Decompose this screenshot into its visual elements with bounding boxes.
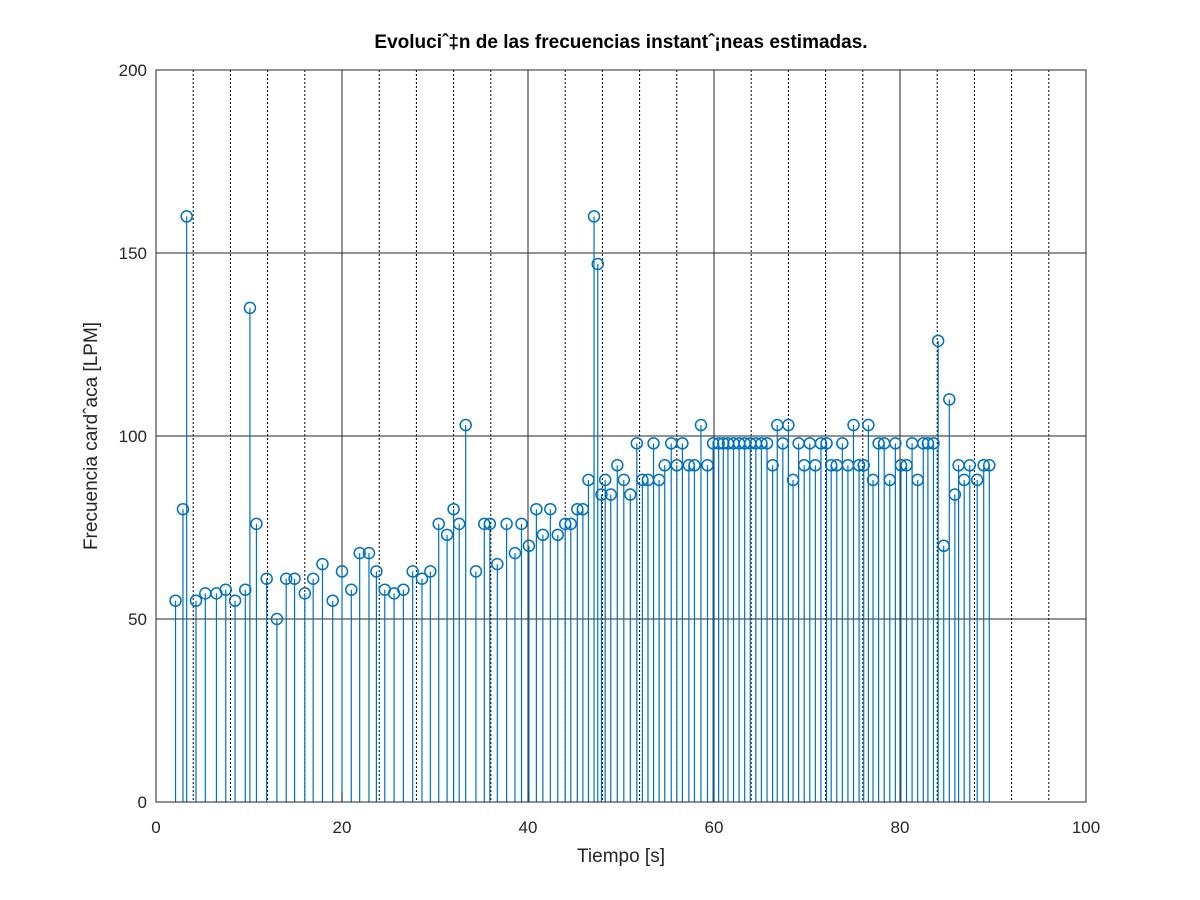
stem-marker <box>688 459 701 472</box>
stem-marker <box>970 473 984 487</box>
stem-marker <box>353 546 366 560</box>
x-tick-label: 100 <box>1072 818 1100 837</box>
stem-marker <box>415 572 429 585</box>
stem-marker <box>963 459 976 472</box>
stem-marker <box>820 437 833 450</box>
stem-marker <box>948 488 962 501</box>
stem-marker <box>587 210 601 223</box>
x-tick-label: 40 <box>519 818 538 837</box>
stem-marker <box>243 301 257 315</box>
stem-marker <box>712 437 725 450</box>
stem-marker <box>591 257 604 271</box>
data-series <box>169 210 996 802</box>
stem-marker <box>943 393 956 406</box>
x-tick-label: 20 <box>333 818 352 837</box>
x-axis-label: Tiempo [s] <box>577 846 665 867</box>
y-tick-label: 100 <box>119 427 147 446</box>
stem-marker <box>370 565 383 578</box>
stem-marker <box>288 572 301 585</box>
stem-marker <box>440 528 454 542</box>
stem-marker <box>983 459 996 472</box>
stem-marker <box>424 565 437 578</box>
stem-marker <box>717 437 730 450</box>
stem-marker <box>469 565 483 578</box>
y-tick-label: 0 <box>138 793 147 812</box>
stem-marker <box>857 459 870 472</box>
stem-marker <box>298 587 312 600</box>
stem-marker <box>760 437 774 450</box>
stem-marker <box>766 459 779 472</box>
stem-marker <box>306 572 320 585</box>
stem-marker <box>326 594 339 607</box>
x-tick-label: 60 <box>705 818 724 837</box>
stem-marker <box>500 517 513 531</box>
stem-marker <box>447 502 460 516</box>
stem-marker <box>515 517 528 531</box>
stem-marker <box>406 565 419 578</box>
stem-marker <box>180 210 193 223</box>
stem-marker <box>676 437 689 450</box>
stem-marker <box>889 437 902 450</box>
stem-marker <box>316 557 329 571</box>
x-tick-label: 0 <box>151 818 160 837</box>
stem-marker <box>694 418 708 432</box>
stem-marker <box>169 594 182 607</box>
stem-marker <box>595 488 608 501</box>
stem-marker <box>931 334 945 348</box>
stem-marker <box>522 539 536 553</box>
stem-marker <box>176 502 190 516</box>
stem-marker <box>782 418 795 432</box>
stem-marker <box>564 517 578 531</box>
stem-marker <box>189 594 203 607</box>
stem-marker <box>345 583 358 596</box>
stem-marker <box>852 459 866 472</box>
stem-marker <box>279 572 293 585</box>
stem-marker <box>260 572 273 585</box>
stem-marker <box>452 517 466 531</box>
stem-marker <box>611 459 624 472</box>
stem-marker <box>397 583 410 596</box>
stem-marker <box>508 546 522 560</box>
stem-marker <box>432 517 445 531</box>
stem-marker <box>483 517 497 531</box>
stem-marker <box>530 502 543 516</box>
stem-marker <box>862 418 875 432</box>
stem-marker <box>630 437 644 450</box>
axis-ticks: 0 20 40 60 80 100 0 50 100 150 200 <box>119 61 1101 837</box>
x-tick-label: 80 <box>891 818 910 837</box>
y-tick-label: 200 <box>119 61 147 80</box>
stem-marker <box>917 437 930 450</box>
stem-marker <box>491 557 504 571</box>
stem-marker <box>551 528 565 542</box>
stem-marker <box>647 437 660 450</box>
stem-marker <box>604 488 618 501</box>
stem-marker <box>617 473 631 487</box>
stem-marker <box>624 488 637 501</box>
stem-marker <box>598 473 612 487</box>
stem-marker <box>250 517 263 531</box>
stem-marker <box>335 565 349 578</box>
stem-marker <box>239 583 252 596</box>
stem-marker <box>219 583 232 596</box>
stem-marker <box>362 546 376 560</box>
stem-marker <box>544 502 557 516</box>
stem-marker <box>536 528 550 542</box>
chart-title: Evoluciˆ‡n de las frecuencias instantˆ¡n… <box>374 32 867 53</box>
stem-marker <box>270 612 284 626</box>
y-tick-label: 150 <box>119 244 147 263</box>
stem-marker <box>927 437 940 450</box>
stem-marker <box>836 437 849 450</box>
y-axis-label: Frecuencia cardˆaca [LPM] <box>81 322 102 550</box>
stem-marker <box>847 418 860 432</box>
stem-marker <box>459 418 472 432</box>
stem-marker <box>228 594 242 607</box>
y-tick-label: 50 <box>128 610 147 629</box>
stem-marker <box>658 459 671 472</box>
grid <box>155 69 1087 803</box>
